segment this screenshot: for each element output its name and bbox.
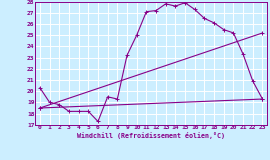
X-axis label: Windchill (Refroidissement éolien,°C): Windchill (Refroidissement éolien,°C) <box>77 132 225 139</box>
